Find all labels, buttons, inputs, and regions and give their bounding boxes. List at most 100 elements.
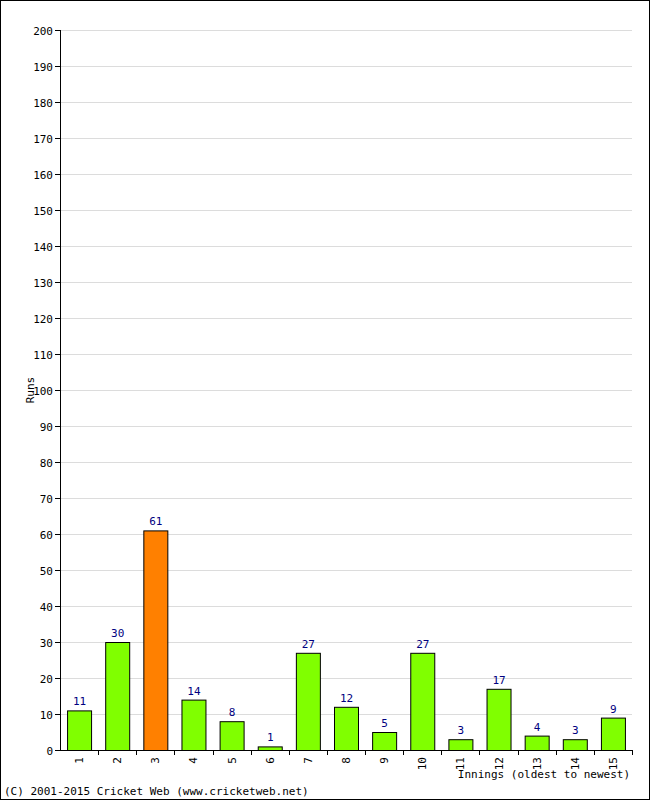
- bar: [411, 653, 435, 750]
- y-tick-label: 140: [33, 241, 53, 254]
- y-tick-label: 90: [40, 421, 53, 434]
- x-tick-label: 4: [187, 757, 200, 764]
- grid-line: [60, 66, 632, 67]
- bar: [68, 711, 92, 750]
- y-tick-label: 120: [33, 313, 53, 326]
- grid-line: [60, 210, 632, 211]
- y-tick-label: 30: [40, 637, 53, 650]
- x-tick-label: 3: [149, 757, 162, 764]
- grid-line: [60, 498, 632, 499]
- x-tick-label: 6: [264, 757, 277, 764]
- y-tick-label: 60: [40, 529, 53, 542]
- x-axis: [60, 750, 632, 751]
- y-tick: [55, 30, 60, 31]
- data-label: 9: [610, 703, 617, 716]
- x-tick-label: 10: [416, 757, 429, 770]
- data-label: 5: [381, 717, 388, 730]
- y-tick: [55, 282, 60, 283]
- y-tick-label: 150: [33, 205, 53, 218]
- y-tick-label: 110: [33, 349, 53, 362]
- x-tick: [289, 750, 290, 755]
- x-tick: [213, 750, 214, 755]
- bar: [335, 707, 359, 750]
- y-axis-label: Runs: [24, 377, 37, 404]
- bar: [487, 689, 511, 750]
- grid-line: [60, 174, 632, 175]
- y-tick: [55, 426, 60, 427]
- data-label: 8: [229, 706, 236, 719]
- y-tick-label: 0: [46, 745, 53, 758]
- y-tick: [55, 210, 60, 211]
- y-tick-label: 200: [33, 25, 53, 38]
- data-label: 27: [416, 638, 429, 651]
- y-tick-label: 190: [33, 61, 53, 74]
- copyright: (C) 2001-2015 Cricket Web (www.cricketwe…: [4, 785, 309, 798]
- y-tick-label: 40: [40, 601, 53, 614]
- bar: [563, 740, 587, 750]
- x-tick: [136, 750, 137, 755]
- y-tick: [55, 570, 60, 571]
- x-tick: [98, 750, 99, 755]
- grid-line: [60, 750, 632, 751]
- bar: [182, 700, 206, 750]
- y-tick-label: 130: [33, 277, 53, 290]
- y-tick: [55, 678, 60, 679]
- x-tick-label: 2: [111, 757, 124, 764]
- data-label: 14: [187, 685, 201, 698]
- grid-line: [60, 426, 632, 427]
- grid-line: [60, 102, 632, 103]
- x-tick: [365, 750, 366, 755]
- y-axis: [60, 30, 61, 750]
- y-tick-label: 20: [40, 673, 53, 686]
- bar: [601, 718, 625, 750]
- x-tick-label: 1: [73, 757, 86, 764]
- y-tick-label: 50: [40, 565, 53, 578]
- bar: [373, 733, 397, 751]
- grid-line: [60, 390, 632, 391]
- data-label: 11: [73, 695, 86, 708]
- bar: [106, 643, 130, 751]
- y-tick-label: 180: [33, 97, 53, 110]
- x-tick: [403, 750, 404, 755]
- y-tick: [55, 138, 60, 139]
- grid-line: [60, 246, 632, 247]
- frame: [1, 1, 650, 800]
- bar: [144, 531, 168, 750]
- x-tick: [174, 750, 175, 755]
- data-label: 3: [572, 724, 579, 737]
- data-label: 12: [340, 692, 353, 705]
- bar: [296, 653, 320, 750]
- x-tick: [441, 750, 442, 755]
- x-tick-label: 5: [226, 757, 239, 764]
- y-tick-label: 10: [40, 709, 53, 722]
- y-tick: [55, 354, 60, 355]
- y-tick: [55, 66, 60, 67]
- data-label: 3: [458, 724, 465, 737]
- x-tick: [251, 750, 252, 755]
- bars: [68, 531, 626, 750]
- x-tick: [327, 750, 328, 755]
- y-tick: [55, 318, 60, 319]
- y-tick: [55, 606, 60, 607]
- y-tick: [55, 462, 60, 463]
- x-tick: [556, 750, 557, 755]
- x-tick: [594, 750, 595, 755]
- y-tick-label: 170: [33, 133, 53, 146]
- grid-line: [60, 138, 632, 139]
- data-label: 4: [534, 721, 541, 734]
- data-label: 61: [149, 515, 162, 528]
- y-tick: [55, 750, 60, 751]
- x-tick-label: 9: [378, 757, 391, 764]
- y-tick: [55, 390, 60, 391]
- data-label: 27: [302, 638, 315, 651]
- y-tick-label: 160: [33, 169, 53, 182]
- x-tick-label: 7: [302, 757, 315, 764]
- bar: [525, 736, 549, 750]
- y-tick-label: 80: [40, 457, 53, 470]
- grid-line: [60, 318, 632, 319]
- y-tick: [55, 714, 60, 715]
- y-tick: [55, 246, 60, 247]
- bar: [449, 740, 473, 750]
- y-tick: [55, 174, 60, 175]
- chart: 0102030405060708090100110120130140150160…: [0, 0, 650, 800]
